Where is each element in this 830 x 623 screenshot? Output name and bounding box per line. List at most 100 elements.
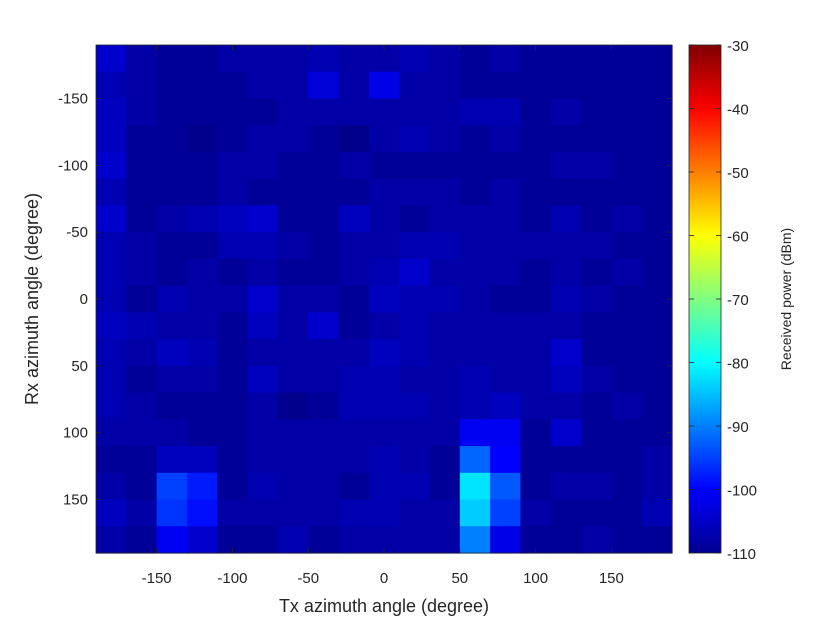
heatmap-cell — [126, 151, 158, 180]
heatmap-cell — [490, 205, 522, 233]
heatmap-cell — [459, 98, 491, 126]
heatmap-cell — [641, 472, 673, 501]
heatmap-cell — [156, 125, 188, 153]
heatmap-cell — [368, 419, 400, 447]
heatmap-cell — [247, 71, 279, 100]
heatmap-cell — [550, 392, 582, 420]
heatmap-cell — [96, 312, 127, 340]
heatmap-cell — [399, 446, 431, 474]
heatmap-cell — [338, 472, 370, 501]
heatmap-cell — [520, 98, 552, 126]
x-tick-label: 100 — [523, 570, 548, 587]
heatmap-cell — [399, 151, 431, 180]
colorbar-tick-label: -110 — [727, 546, 756, 563]
heatmap-cell — [96, 151, 127, 180]
heatmap-cell — [308, 71, 340, 100]
heatmap-cell — [96, 446, 127, 474]
heatmap-cell — [429, 125, 461, 153]
heatmap-cell — [126, 312, 158, 340]
heatmap-cell — [308, 419, 340, 447]
heatmap-cell — [186, 499, 218, 527]
heatmap-cell — [308, 178, 340, 207]
heatmap-cell — [429, 71, 461, 100]
heatmap-cell — [399, 178, 431, 207]
heatmap-cell — [399, 526, 431, 554]
heatmap-cell — [459, 419, 491, 447]
heatmap-cell — [338, 232, 370, 260]
heatmap-cell — [217, 446, 249, 474]
heatmap-cell — [490, 232, 522, 260]
heatmap-cell — [247, 339, 279, 367]
colorbar-tick-label: -30 — [727, 38, 749, 55]
heatmap-cell — [490, 258, 522, 287]
heatmap-cell — [581, 232, 612, 260]
heatmap-cell — [247, 178, 279, 207]
heatmap-cell — [186, 45, 218, 73]
heatmap-cell — [186, 365, 218, 394]
x-tick-label: 150 — [599, 570, 624, 587]
heatmap-cell — [490, 98, 522, 126]
heatmap-cell — [520, 71, 552, 100]
x-axis-ticks: -150 -100 -50 0 50 100 150 — [142, 45, 624, 587]
heatmap-cell — [641, 392, 673, 420]
heatmap-cell — [156, 232, 188, 260]
heatmap-cell — [126, 365, 158, 394]
heatmap-cell — [96, 71, 127, 100]
heatmap-cell — [247, 45, 279, 73]
heatmap-cell — [186, 526, 218, 554]
heatmap-cell — [520, 446, 552, 474]
heatmap-cell — [399, 232, 431, 260]
heatmap-cell — [581, 285, 612, 313]
heatmap-cell — [338, 71, 370, 100]
heatmap-cell — [96, 472, 127, 501]
heatmap-cell — [399, 419, 431, 447]
heatmap-cell — [581, 365, 612, 394]
heatmap-cell — [217, 365, 249, 394]
heatmap-cell — [581, 392, 612, 420]
heatmap-cell — [126, 285, 158, 313]
heatmap-cell — [277, 472, 309, 501]
heatmap-cell — [96, 98, 127, 126]
heatmap-cell — [338, 178, 370, 207]
heatmap-cell — [520, 365, 552, 394]
heatmap-cell — [156, 419, 188, 447]
heatmap-cell — [277, 419, 309, 447]
x-tick-label: 0 — [380, 570, 388, 587]
heatmap-cell — [338, 499, 370, 527]
heatmap-cell — [490, 419, 522, 447]
heatmap-cell — [308, 392, 340, 420]
heatmap-cell — [308, 499, 340, 527]
heatmap-cell — [156, 312, 188, 340]
heatmap-cell — [156, 71, 188, 100]
heatmap-cell — [550, 151, 582, 180]
heatmap-cell — [126, 258, 158, 287]
heatmap-cell — [338, 258, 370, 287]
heatmap-cell — [490, 285, 522, 313]
heatmap-cell — [247, 232, 279, 260]
heatmap-cell — [611, 499, 643, 527]
heatmap-cell — [338, 98, 370, 126]
heatmap-cell — [126, 205, 158, 233]
heatmap-cell — [459, 499, 491, 527]
heatmap-cell — [247, 258, 279, 287]
heatmap-cell — [399, 365, 431, 394]
heatmap-cell — [277, 526, 309, 554]
heatmap-cell — [156, 499, 188, 527]
heatmap-cell — [368, 258, 400, 287]
heatmap-cell — [399, 205, 431, 233]
colorbar-tick-label: -50 — [727, 165, 749, 182]
heatmap-cell — [338, 365, 370, 394]
heatmap-cell — [247, 151, 279, 180]
heatmap-cell — [641, 446, 673, 474]
heatmap-cell — [581, 178, 612, 207]
y-tick-label: -150 — [58, 90, 88, 107]
heatmap-cell — [338, 125, 370, 153]
heatmap-cell — [550, 45, 582, 73]
heatmap-cell — [96, 258, 127, 287]
heatmap-cell — [338, 45, 370, 73]
heatmap-cell — [217, 98, 249, 126]
heatmap-cell — [611, 446, 643, 474]
x-tick-label: -50 — [297, 570, 319, 587]
heatmap-cell — [581, 419, 612, 447]
heatmap-cell — [399, 258, 431, 287]
